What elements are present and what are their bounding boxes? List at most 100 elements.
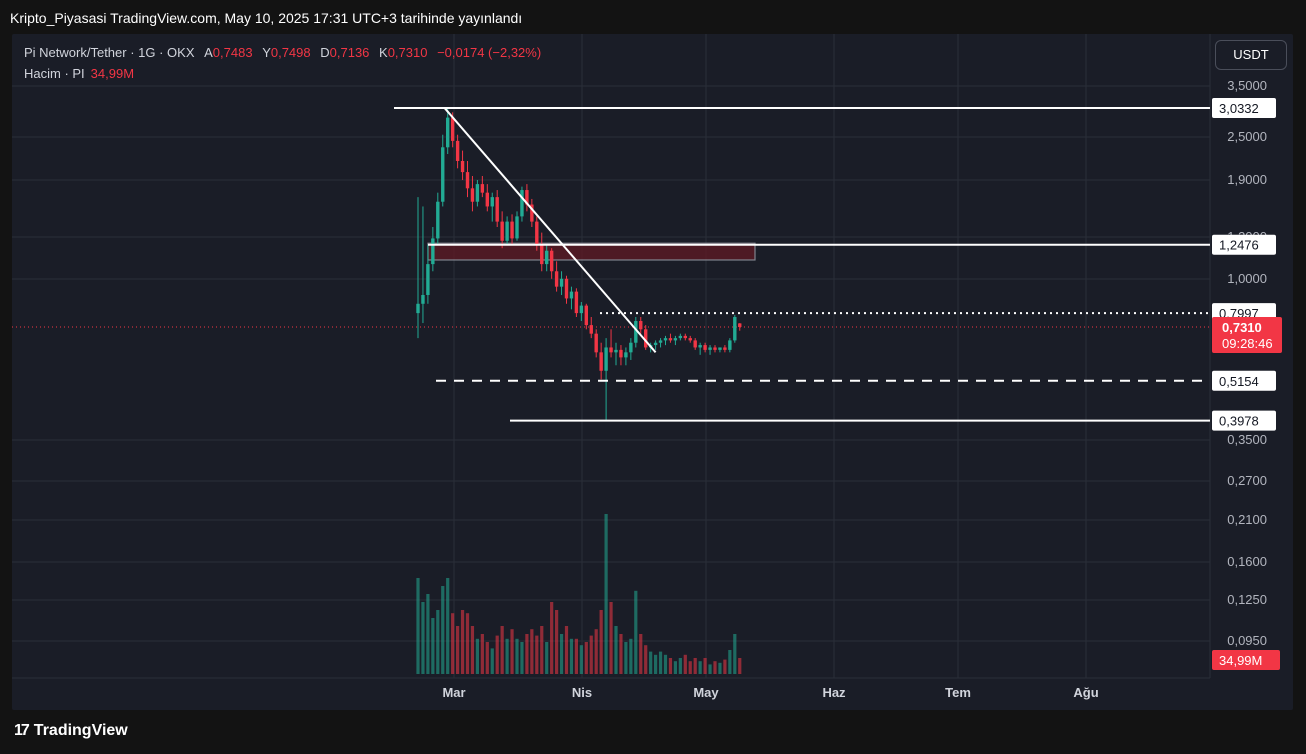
brand-label: TradingView xyxy=(33,722,128,739)
volume-bar xyxy=(663,654,668,674)
level-label-text: 1,2476 xyxy=(1219,238,1259,253)
candle-body xyxy=(678,335,683,339)
candle-body xyxy=(703,345,707,350)
candle-body xyxy=(510,221,514,239)
close-value: 0,7310 xyxy=(387,45,428,60)
y-tick-label: 0,2100 xyxy=(1227,512,1267,527)
symbol-label[interactable]: Pi Network/Tether · 1G · OKX xyxy=(24,45,195,60)
volume-bar xyxy=(515,638,519,674)
candle-body xyxy=(609,347,613,353)
volume-bar xyxy=(594,629,598,674)
volume-bar xyxy=(599,610,603,674)
tradingview-logo[interactable]: 17 TradingView xyxy=(14,722,128,740)
candle-body xyxy=(505,221,509,241)
candle-body xyxy=(495,197,499,222)
candle-body xyxy=(441,147,445,202)
candle-body xyxy=(446,117,450,148)
volume-price-box xyxy=(1212,650,1280,670)
change-value: −0,0174 (−2,32%) xyxy=(437,45,542,60)
low-label: D xyxy=(320,45,330,60)
candle-body xyxy=(698,345,702,348)
volume-bar xyxy=(698,661,702,674)
y-tick-label: 0,2700 xyxy=(1227,473,1267,488)
candle-body xyxy=(490,197,494,207)
y-tick-label: 0,1250 xyxy=(1227,592,1267,607)
high-value: 0,7498 xyxy=(270,45,311,60)
candle-body xyxy=(554,271,559,287)
candle-body xyxy=(634,321,638,343)
candle-body xyxy=(549,250,554,272)
volume-bar xyxy=(510,629,514,674)
candle-body xyxy=(515,216,519,239)
trendline[interactable] xyxy=(443,107,657,353)
candle-body xyxy=(485,192,489,207)
candle-body xyxy=(619,349,623,358)
candle-body xyxy=(564,278,569,299)
close-label: K xyxy=(379,45,388,60)
volume-bar xyxy=(713,661,717,674)
volume-bar xyxy=(609,602,613,674)
volume-bar xyxy=(629,638,633,674)
candle-body xyxy=(421,294,425,304)
volume-bar xyxy=(683,654,687,674)
volume-price-label: 34,99M xyxy=(1219,653,1262,668)
candle-body xyxy=(653,342,658,346)
candle-body xyxy=(416,303,420,314)
volume-bar xyxy=(470,626,475,674)
y-tick-label: 0,0950 xyxy=(1227,633,1267,648)
countdown-label: 09:28:46 xyxy=(1222,336,1273,351)
candle-body xyxy=(668,338,673,341)
volume-bar xyxy=(703,658,707,674)
volume-bar xyxy=(530,629,534,674)
volume-bar xyxy=(559,634,564,674)
volume-bar xyxy=(460,610,465,674)
volume-bar xyxy=(688,661,692,674)
candle-body xyxy=(728,340,732,350)
candle-body xyxy=(574,291,579,314)
publish-title: Kripto_Piyasasi TradingView.com, May 10,… xyxy=(10,10,523,26)
volume-bar xyxy=(728,650,732,674)
volume-bar xyxy=(485,642,489,674)
x-tick-label: Haz xyxy=(822,685,846,700)
candle-body xyxy=(426,264,430,295)
volume-bar xyxy=(708,664,712,674)
candle-body xyxy=(431,238,435,265)
open-value: 0,7483 xyxy=(212,45,253,60)
candle-body xyxy=(604,347,608,371)
candle-body xyxy=(614,349,618,353)
candle-body xyxy=(500,221,504,241)
volume-bar xyxy=(564,626,569,674)
candle-body xyxy=(723,347,727,350)
volume-bar xyxy=(426,594,430,674)
volume-bar xyxy=(619,634,623,674)
volume-bar xyxy=(693,658,697,674)
volume-bar xyxy=(574,638,578,674)
volume-bar xyxy=(584,642,588,674)
last-price-box xyxy=(1212,316,1282,353)
volume-label[interactable]: Hacim · PI xyxy=(24,66,85,81)
volume-bar xyxy=(718,662,722,674)
y-tick-label: 0,3500 xyxy=(1227,432,1267,447)
volume-bar xyxy=(555,610,559,674)
level-label-box xyxy=(1212,98,1276,119)
level-label-box xyxy=(1212,370,1276,391)
y-tick-label: 2,5000 xyxy=(1227,129,1267,144)
volume-bar xyxy=(673,661,677,674)
candle-body xyxy=(673,338,678,341)
chart-frame[interactable] xyxy=(12,34,1293,710)
volume-bar xyxy=(451,613,455,674)
candle-body xyxy=(594,333,598,353)
volume-bar xyxy=(644,645,648,674)
volume-bar xyxy=(614,626,618,674)
candle-body xyxy=(658,340,663,343)
volume-bar xyxy=(535,635,539,674)
volume-bar xyxy=(569,638,574,674)
candle-body xyxy=(624,352,628,358)
y-tick-label: 0,1600 xyxy=(1227,554,1267,569)
candle-body xyxy=(520,190,524,217)
currency-button[interactable]: USDT xyxy=(1215,40,1287,70)
candle-body xyxy=(455,140,460,161)
volume-bar xyxy=(579,645,583,674)
volume-bar xyxy=(678,658,682,674)
